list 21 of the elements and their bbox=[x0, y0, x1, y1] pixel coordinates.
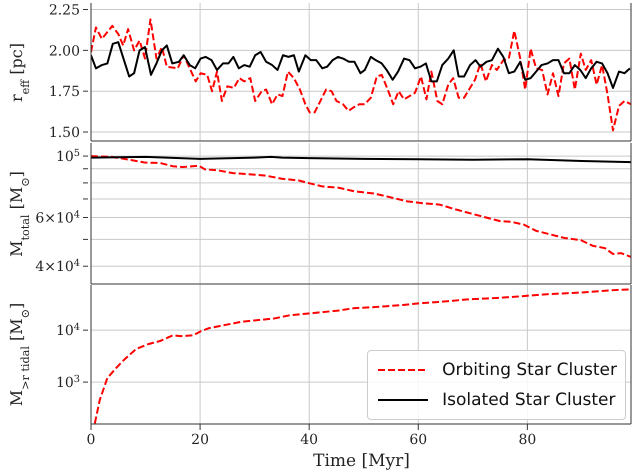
x-axis-title: Time [Myr] bbox=[313, 451, 410, 471]
y-tick-label: 6×10$^{4}$ bbox=[35, 208, 80, 226]
y-tick-label: 10$^{3}$ bbox=[56, 373, 80, 391]
y-tick-label: 1.50 bbox=[48, 124, 80, 141]
x-tick-label: 20 bbox=[191, 432, 210, 448]
legend-label: Isolated Star Cluster bbox=[442, 390, 616, 410]
line-series bbox=[94, 288, 631, 424]
y-tick-label: 4×10$^{4}$ bbox=[35, 258, 80, 276]
line-series bbox=[91, 18, 631, 132]
y-tick-label: 10$^{5}$ bbox=[56, 147, 80, 165]
y-tick-label: 2.00 bbox=[48, 43, 80, 60]
y-tick-label: 10$^{4}$ bbox=[56, 322, 80, 340]
y-tick-label: 1.75 bbox=[48, 84, 80, 100]
x-tick-label: 60 bbox=[409, 432, 428, 448]
line-series bbox=[91, 41, 631, 89]
y-tick-label: 2.25 bbox=[48, 2, 80, 18]
line-series bbox=[91, 155, 631, 258]
x-tick-label: 40 bbox=[300, 432, 318, 448]
legend-label: Orbiting Star Cluster bbox=[442, 360, 617, 380]
x-tick-label: 80 bbox=[518, 432, 536, 448]
x-tick-label: 0 bbox=[86, 432, 96, 448]
